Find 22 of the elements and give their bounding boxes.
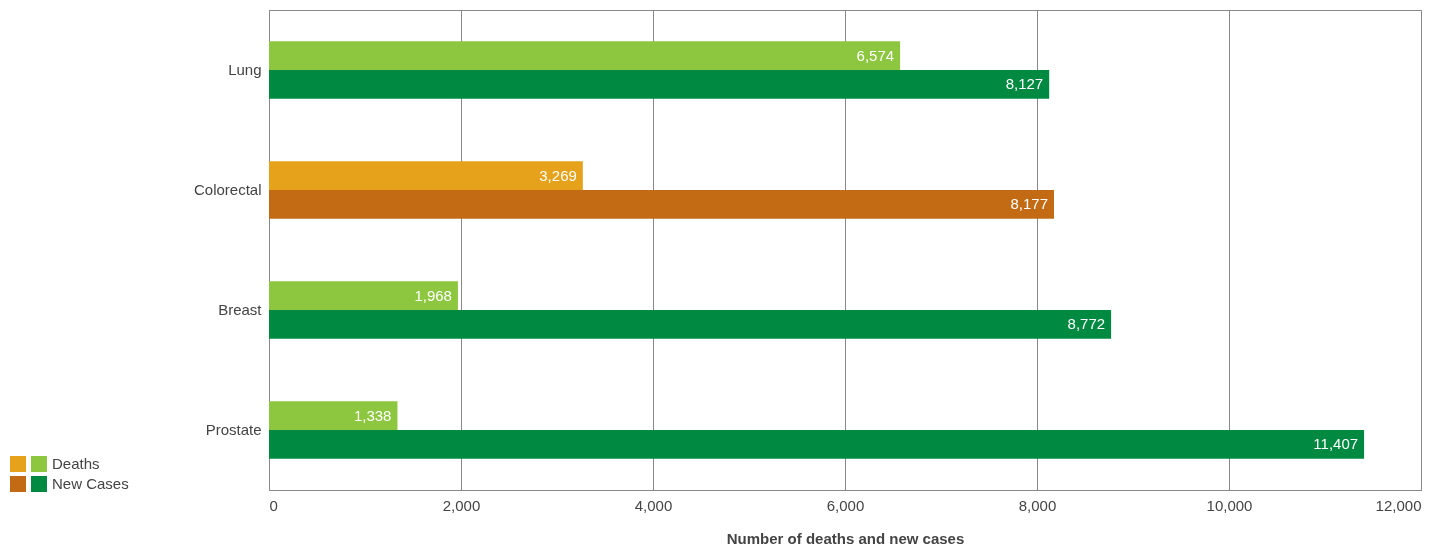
data-label: 1,968 bbox=[414, 286, 452, 304]
data-label: 8,177 bbox=[1010, 195, 1048, 213]
x-tick-label: 4,000 bbox=[634, 496, 673, 514]
x-tick-label: 0 bbox=[269, 496, 278, 514]
x-tick-label: 6,000 bbox=[826, 496, 865, 514]
data-label: 11,407 bbox=[1313, 435, 1359, 453]
x-tick-label: 12,000 bbox=[1375, 496, 1422, 514]
legend-label: New Cases bbox=[52, 475, 129, 492]
x-tick-label: 10,000 bbox=[1206, 496, 1253, 514]
data-label: 8,772 bbox=[1067, 315, 1106, 333]
y-tick-label: Lung bbox=[228, 61, 262, 78]
y-tick-label: Prostate bbox=[205, 421, 262, 438]
x-axis-title: Number of deaths and new cases bbox=[726, 529, 965, 547]
y-tick-label: Breast bbox=[218, 301, 263, 318]
legend-label: Deaths bbox=[52, 455, 100, 472]
data-label: 1,338 bbox=[353, 406, 392, 424]
x-tick-label: 2,000 bbox=[442, 496, 481, 514]
data-label: 3,269 bbox=[539, 166, 577, 184]
y-tick-label: Colorectal bbox=[193, 181, 262, 198]
data-label: 8,127 bbox=[1005, 75, 1044, 93]
data-label: 6,574 bbox=[856, 46, 895, 64]
x-tick-label: 8,000 bbox=[1018, 496, 1057, 514]
